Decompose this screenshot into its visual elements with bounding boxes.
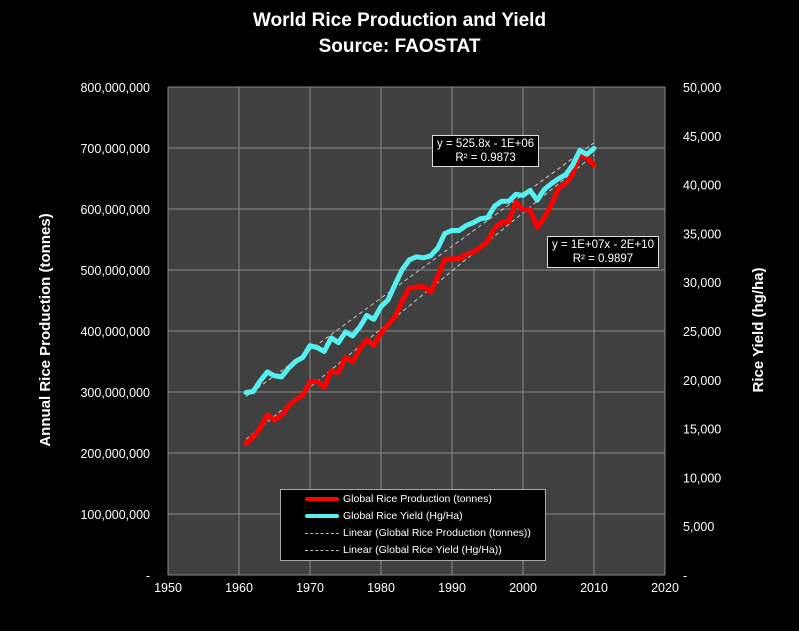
y-tick-label: 300,000,000	[80, 386, 150, 400]
y-tick-label: 600,000,000	[80, 203, 150, 217]
y2-tick-label: 40,000	[683, 179, 721, 193]
legend-label: Global Rice Yield (Hg/Ha)	[343, 510, 463, 522]
legend-swatch	[305, 514, 339, 518]
production-trend-r2: R² = 0.9897	[572, 253, 634, 265]
legend-label: Linear (Global Rice Yield (Hg/Ha))	[343, 544, 502, 556]
y2-tick-label: 45,000	[683, 130, 721, 144]
series-line-production	[243, 152, 597, 446]
x-tick-label: 2000	[509, 581, 537, 595]
legend-item-production-trend: Linear (Global Rice Production (tonnes))	[281, 525, 531, 541]
chart-subtitle: Source: FAOSTAT	[318, 36, 481, 57]
y-axis-label: Annual Rice Production (tonnes)	[37, 213, 54, 446]
legend-swatch	[305, 549, 339, 551]
y2-tick-label: 15,000	[683, 423, 721, 437]
x-tick-label: 1950	[154, 581, 182, 595]
y-tick-label: 200,000,000	[80, 447, 150, 461]
y2-tick-label: 10,000	[683, 471, 721, 485]
y2-axis-label: Rice Yield (hg/ha)	[750, 267, 767, 392]
y2-tick-label: 20,000	[683, 374, 721, 388]
y2-tick-label: 30,000	[683, 276, 721, 290]
x-tick-label: 1970	[296, 581, 324, 595]
y2-tick-label: -	[683, 569, 687, 583]
y2-tick-label: 5,000	[683, 520, 714, 534]
y2-tick-label: 35,000	[683, 227, 721, 241]
y-tick-label: 400,000,000	[80, 325, 150, 339]
legend-label: Linear (Global Rice Production (tonnes))	[343, 527, 531, 539]
legend-item-yield-trend: Linear (Global Rice Yield (Hg/Ha))	[281, 542, 502, 558]
legend-label: Global Rice Production (tonnes)	[343, 493, 492, 505]
yield-trend-equation: y = 525.8x - 1E+06	[437, 138, 535, 150]
x-tick-label: 2020	[651, 581, 679, 595]
series-line-yield	[243, 145, 597, 395]
chart-title: World Rice Production and Yield	[252, 10, 547, 31]
production-trend-equation: y = 1E+07x - 2E+10	[552, 239, 654, 251]
legend-swatch	[305, 497, 339, 501]
y-tick-label: 500,000,000	[80, 264, 150, 278]
y-tick-label: 700,000,000	[80, 142, 150, 156]
y-tick-label: -	[146, 569, 150, 583]
x-tick-label: 1990	[438, 581, 466, 595]
y2-tick-label: 50,000	[683, 81, 721, 95]
production-trend-annotation: y = 1E+07x - 2E+10 R² = 0.9897	[547, 236, 659, 268]
legend-item-production: Global Rice Production (tonnes)	[281, 491, 492, 507]
yield-trend-annotation: y = 525.8x - 1E+06 R² = 0.9873	[432, 135, 540, 167]
x-tick-label: 2010	[580, 581, 608, 595]
x-tick-label: 1980	[367, 581, 395, 595]
yield-trend-r2: R² = 0.9873	[455, 152, 516, 164]
y-tick-label: 100,000,000	[80, 508, 150, 522]
y2-tick-label: 25,000	[683, 325, 721, 339]
x-tick-label: 1960	[225, 581, 253, 595]
y-tick-label: 800,000,000	[80, 81, 150, 95]
legend: Global Rice Production (tonnes) Global R…	[280, 489, 546, 561]
legend-swatch	[305, 532, 339, 534]
legend-item-yield: Global Rice Yield (Hg/Ha)	[281, 508, 463, 524]
